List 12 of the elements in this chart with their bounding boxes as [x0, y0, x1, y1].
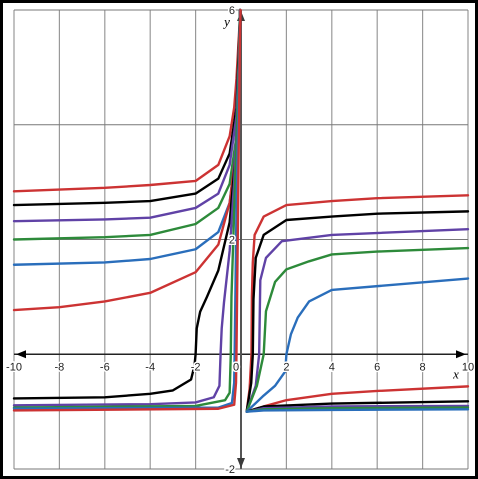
x-tick-label: 0 — [232, 361, 240, 374]
x-tick-label: -8 — [54, 361, 64, 374]
x-tick-label: 6 — [374, 361, 380, 374]
x-tick-label: 4 — [328, 361, 335, 374]
x-tick-label: 8 — [420, 361, 426, 374]
x-tick-label: -6 — [100, 361, 110, 374]
y-axis-title: y — [222, 14, 230, 29]
x-axis-title: x — [452, 366, 460, 382]
y-tick-label: 2 — [228, 234, 235, 246]
x-tick-label: -4 — [145, 361, 156, 374]
x-tick-label: -10 — [6, 361, 22, 374]
x-tick-label: 10 — [462, 361, 474, 374]
